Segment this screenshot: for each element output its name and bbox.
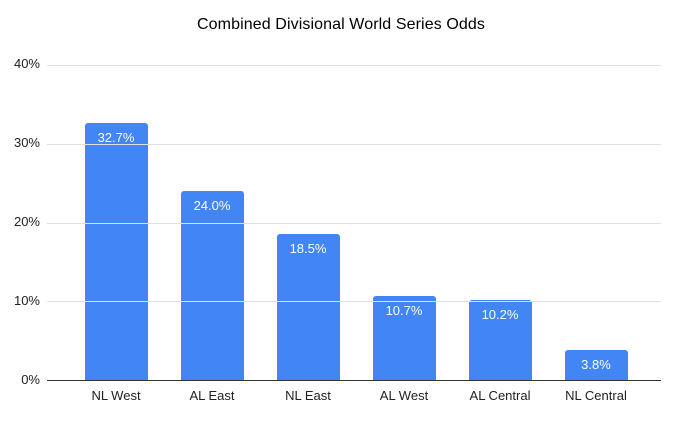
bar-value-label: 32.7% <box>97 129 135 145</box>
gridline <box>47 65 661 66</box>
chart-title: Combined Divisional World Series Odds <box>197 16 485 33</box>
bar-value-label: 24.0% <box>193 198 231 213</box>
x-tick-label: NL Central <box>565 388 627 403</box>
bar-nl-west: 32.7% <box>84 122 148 380</box>
y-tick-label: 20% <box>13 214 40 229</box>
x-tick-label: NL West <box>91 388 141 403</box>
bar-al-west: 10.7% <box>372 295 436 380</box>
x-tick-label: NL East <box>285 388 331 403</box>
bar-slot: 18.5% <box>260 65 356 380</box>
gridline <box>47 301 661 303</box>
bar-al-east: 24.0% <box>180 191 244 380</box>
gridline <box>47 143 661 145</box>
bar-slot: 10.7% <box>356 65 452 380</box>
bar-slot: 32.7% <box>68 65 164 380</box>
bar-value-label: 3.8% <box>581 357 611 373</box>
y-tick-label: 40% <box>13 56 40 71</box>
bar-slot: 3.8% <box>548 65 644 380</box>
y-tick-label: 30% <box>13 135 40 150</box>
x-tick-label: AL Central <box>469 388 531 403</box>
bar-value-label: 10.7% <box>385 302 423 318</box>
bars-row: 32.7% 24.0% 18.5% 10.7% 10.2% 3.8% <box>47 65 661 380</box>
y-axis: 0% 10% 20% 30% 40% <box>0 57 40 387</box>
y-tick-label: 0% <box>21 372 40 387</box>
x-tick-label: AL East <box>189 388 235 403</box>
bar-value-label: 18.5% <box>289 241 327 257</box>
bar-al-central: 10.2% <box>468 299 532 380</box>
x-tick-label: AL West <box>379 388 429 403</box>
plot-area: 32.7% 24.0% 18.5% 10.7% 10.2% 3.8% <box>47 65 661 381</box>
bar-value-label: 10.2% <box>481 306 519 322</box>
bar-nl-east: 18.5% <box>276 234 340 380</box>
gridline <box>47 222 661 224</box>
x-axis: NL West AL East NL East AL West AL Central NL… <box>47 388 661 403</box>
bar-slot: 10.2% <box>452 65 548 380</box>
y-tick-label: 10% <box>13 293 40 308</box>
bar-nl-central: 3.8% <box>564 350 628 380</box>
